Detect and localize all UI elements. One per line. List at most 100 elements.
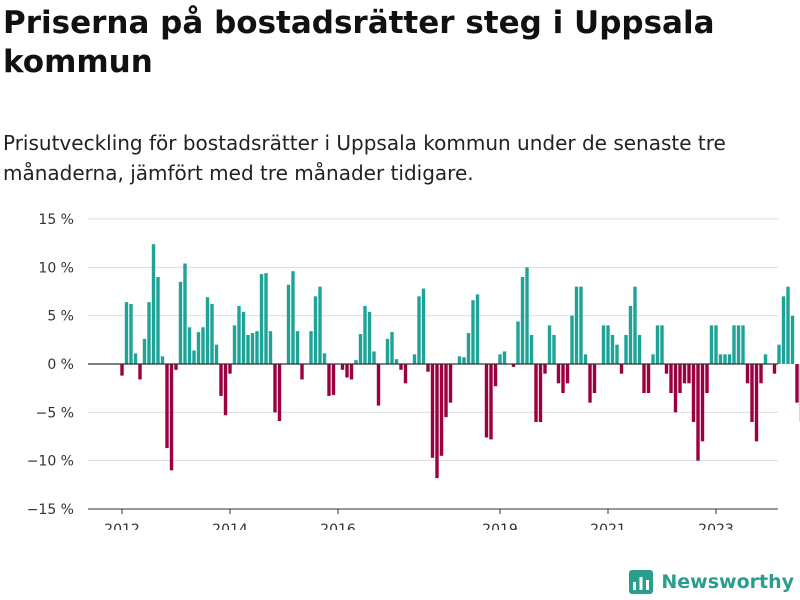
bar xyxy=(705,364,709,393)
bar xyxy=(646,364,651,393)
bar xyxy=(781,296,786,364)
bar xyxy=(669,364,673,393)
y-tick-label: 10 % xyxy=(38,260,74,276)
bar xyxy=(498,354,502,364)
y-tick-label: −10 % xyxy=(27,454,74,470)
bar xyxy=(138,364,142,380)
bar xyxy=(511,364,516,367)
bar xyxy=(588,364,592,403)
bar xyxy=(363,306,367,364)
bar xyxy=(430,364,435,458)
bar xyxy=(660,325,664,364)
bar xyxy=(313,296,318,364)
bar xyxy=(750,364,754,422)
bar xyxy=(583,354,588,364)
bar xyxy=(727,354,732,364)
bar xyxy=(340,364,345,370)
bar xyxy=(462,357,466,364)
bar xyxy=(273,364,277,413)
bar xyxy=(192,350,196,364)
bar xyxy=(223,364,228,416)
bar xyxy=(174,364,178,370)
bar xyxy=(264,273,268,364)
bar xyxy=(606,325,610,364)
bar xyxy=(633,286,637,364)
bar xyxy=(466,333,471,364)
bar xyxy=(741,325,745,364)
bar-chart: 15 % 10 % 5 % 0 % −5 % −10 % −15 % 2012 2014 2016… xyxy=(27,212,800,530)
bar xyxy=(426,364,430,372)
bar xyxy=(529,335,534,364)
bar xyxy=(367,311,372,364)
bar xyxy=(732,325,736,364)
bar xyxy=(516,321,520,364)
bar xyxy=(160,356,165,364)
bar xyxy=(696,364,700,461)
bar xyxy=(196,332,201,364)
y-tick-label: 5 % xyxy=(47,309,74,325)
y-tick-label: −5 % xyxy=(36,405,74,421)
bar xyxy=(543,364,547,374)
bar xyxy=(795,364,799,403)
x-tick-label: 2012 xyxy=(104,522,140,530)
bar xyxy=(201,327,205,364)
x-tick-label: 2019 xyxy=(482,522,518,530)
bar xyxy=(318,286,322,364)
bar xyxy=(489,364,493,440)
bar xyxy=(502,351,507,364)
bar xyxy=(457,356,462,364)
bar xyxy=(754,364,759,442)
bar xyxy=(709,325,714,364)
bar xyxy=(286,284,291,364)
bar xyxy=(232,325,237,364)
bar xyxy=(601,325,606,364)
bar xyxy=(547,325,552,364)
bar xyxy=(493,364,498,387)
bar xyxy=(651,354,655,364)
bar xyxy=(403,364,408,384)
bar xyxy=(700,364,705,442)
bar xyxy=(745,364,750,384)
bar xyxy=(673,364,678,413)
bar xyxy=(714,325,718,364)
bar xyxy=(552,335,556,364)
bar xyxy=(385,338,390,364)
bar xyxy=(228,364,232,374)
bar xyxy=(183,263,187,364)
bar xyxy=(678,364,682,393)
bar xyxy=(300,364,304,380)
bar xyxy=(579,286,583,364)
bar xyxy=(417,296,421,364)
bar xyxy=(250,333,255,364)
y-tick-label: 15 % xyxy=(38,212,74,228)
bar xyxy=(777,344,781,364)
bar xyxy=(439,364,444,456)
chart-title: Priserna på bostadsrätter steg i Uppsala… xyxy=(3,5,715,80)
newsworthy-logo: Newsworthy xyxy=(629,570,794,594)
bar xyxy=(484,364,489,438)
bar xyxy=(133,353,138,364)
bar xyxy=(786,286,790,364)
brand-name: Newsworthy xyxy=(661,571,794,593)
bar xyxy=(120,364,124,376)
bar xyxy=(565,364,570,384)
bar xyxy=(763,354,768,364)
x-tick-label: 2014 xyxy=(212,522,248,530)
bar xyxy=(772,364,777,374)
bar xyxy=(642,364,646,393)
bar xyxy=(291,271,295,364)
bar xyxy=(718,354,723,364)
bar xyxy=(619,364,624,374)
bar xyxy=(376,364,381,406)
bar xyxy=(525,267,529,364)
bar xyxy=(331,364,336,395)
bar xyxy=(475,294,480,364)
bar xyxy=(691,364,696,422)
bar xyxy=(169,364,174,471)
bar xyxy=(124,302,129,364)
bar xyxy=(295,331,300,364)
bar xyxy=(723,354,727,364)
bar xyxy=(736,325,741,364)
bar xyxy=(759,364,763,384)
bar-chart-icon xyxy=(629,570,654,594)
